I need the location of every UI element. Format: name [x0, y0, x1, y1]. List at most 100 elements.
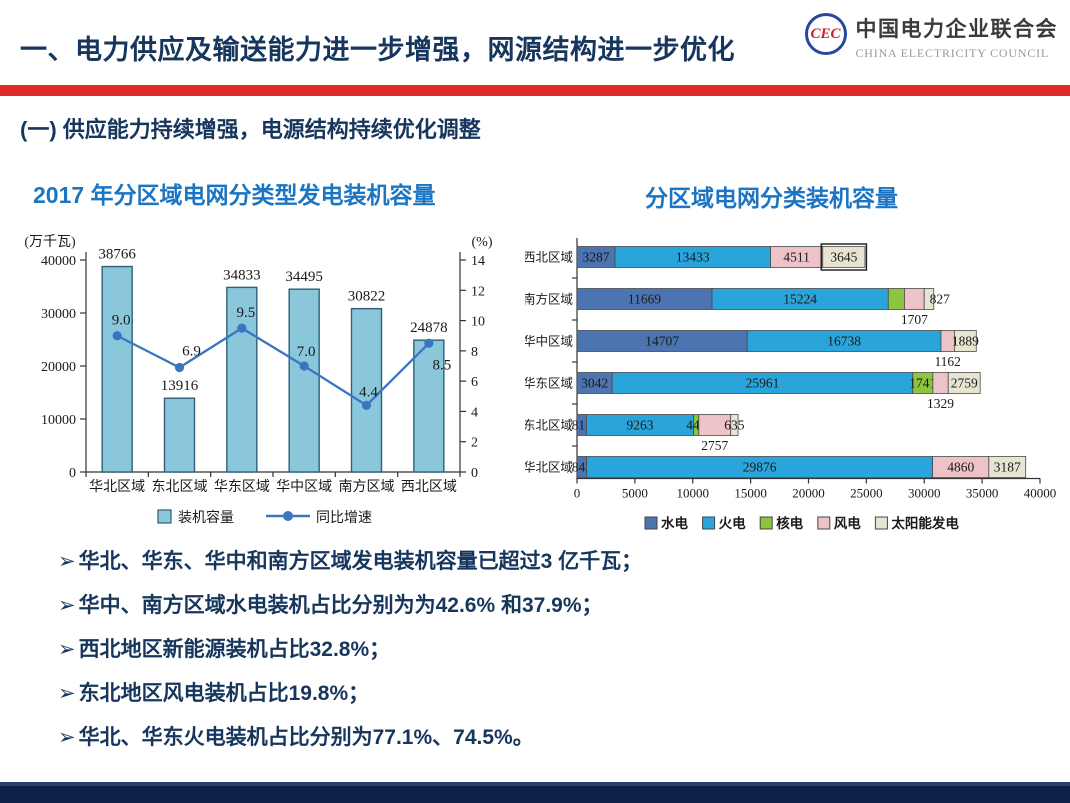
svg-text:水电: 水电 — [661, 515, 689, 531]
svg-text:东北区域: 东北区域 — [152, 479, 208, 495]
svg-text:14: 14 — [471, 254, 485, 269]
bullet-text: 华北、华东火电装机占比分别为77.1%、74.5%。 — [78, 726, 534, 749]
svg-text:1329: 1329 — [927, 396, 954, 411]
svg-text:34495: 34495 — [285, 269, 323, 285]
svg-text:29876: 29876 — [743, 460, 777, 475]
footer-bar — [0, 782, 1070, 803]
logo-name-cn: 中国电力企业联合会 — [855, 18, 1058, 41]
svg-text:0: 0 — [69, 466, 76, 481]
svg-text:9263: 9263 — [627, 418, 654, 433]
bullet-arrow-icon: ➢ — [58, 638, 76, 661]
bullet-text: 华北、华东、华中和南方区域发电装机容量已超过3 亿千瓦； — [78, 550, 643, 573]
svg-text:3187: 3187 — [994, 460, 1021, 475]
svg-text:13433: 13433 — [676, 250, 710, 265]
svg-text:华中区域: 华中区域 — [525, 334, 573, 349]
bullet-item: ➢ 西北地区新能源装机占比32.8%； — [58, 636, 1038, 664]
svg-text:9.0: 9.0 — [112, 313, 131, 329]
bullet-text: 华中、南方区域水电装机占比分别为为42.6% 和37.9%； — [78, 594, 603, 617]
capacity-bar-line-chart: 0 10000 20000 30000 40000 0 2 4 6 8 10 12 14 (万千瓦) (%)… — [8, 232, 523, 537]
svg-text:7.0: 7.0 — [297, 344, 316, 360]
svg-text:25000: 25000 — [850, 486, 883, 501]
svg-text:装机容量: 装机容量 — [178, 509, 234, 526]
svg-text:14707: 14707 — [645, 334, 679, 349]
svg-text:30822: 30822 — [348, 289, 386, 305]
svg-text:2757: 2757 — [701, 438, 728, 453]
svg-text:15224: 15224 — [783, 292, 817, 307]
svg-text:同比增速: 同比增速 — [316, 510, 372, 526]
bullet-list: ➢ 华北、华东、华中和南方区域发电装机容量已超过3 亿千瓦； ➢ 华中、南方区域水电… — [58, 548, 1038, 768]
bullet-text: 西北地区新能源装机占比32.8%； — [78, 638, 391, 661]
svg-text:0: 0 — [471, 466, 478, 481]
svg-text:2: 2 — [471, 436, 478, 451]
bullet-arrow-icon: ➢ — [58, 550, 76, 573]
svg-text:西北区域: 西北区域 — [401, 479, 457, 495]
bullet-item: ➢ 华中、南方区域水电装机占比分别为为42.6% 和37.9%； — [58, 592, 1038, 620]
cec-logo: CEC 中国电力企业联合会 CHINA ELECTRICITY COUNCIL — [804, 13, 1059, 61]
svg-text:12: 12 — [471, 284, 485, 299]
svg-text:南方区域: 南方区域 — [339, 479, 395, 495]
svg-text:风电: 风电 — [834, 515, 861, 531]
left-chart-title: 2017 年分区域电网分类型发电装机容量 — [33, 182, 436, 208]
svg-text:华北区域: 华北区域 — [525, 460, 573, 475]
svg-text:(万千瓦): (万千瓦) — [24, 234, 76, 250]
svg-text:华北区域: 华北区域 — [89, 479, 145, 495]
svg-text:1741: 1741 — [909, 376, 936, 391]
capacity-stacked-bar-chart: 0 5000 10000 15000 20000 25000 30000 35000 40000… — [523, 230, 1065, 545]
svg-text:太阳能发电: 太阳能发电 — [891, 515, 959, 531]
bullet-item: ➢ 华北、华东火电装机占比分别为77.1%、74.5%。 — [58, 724, 1038, 752]
svg-text:30000: 30000 — [908, 486, 941, 501]
bullet-arrow-icon: ➢ — [58, 594, 76, 617]
svg-text:10: 10 — [471, 315, 485, 330]
bullet-arrow-icon: ➢ — [58, 726, 76, 749]
svg-text:6.9: 6.9 — [182, 344, 201, 360]
bullet-item: ➢ 华北、华东、华中和南方区域发电装机容量已超过3 亿千瓦； — [58, 548, 1038, 576]
svg-text:11669: 11669 — [628, 292, 661, 307]
svg-text:13916: 13916 — [161, 378, 199, 394]
bullet-item: ➢ 东北地区风电装机占比19.8%； — [58, 680, 1038, 708]
svg-text:1162: 1162 — [934, 354, 961, 369]
svg-text:635: 635 — [724, 418, 745, 433]
svg-text:1707: 1707 — [901, 312, 928, 327]
svg-text:5000: 5000 — [622, 486, 648, 501]
svg-text:3645: 3645 — [830, 250, 857, 265]
svg-text:核电: 核电 — [776, 515, 803, 531]
svg-text:(%): (%) — [472, 235, 493, 250]
svg-text:8.5: 8.5 — [432, 357, 451, 373]
svg-text:30000: 30000 — [41, 307, 76, 322]
right-chart-title: 分区域电网分类装机容量 — [645, 185, 898, 211]
bullet-arrow-icon: ➢ — [58, 682, 76, 705]
svg-text:1889: 1889 — [952, 334, 979, 349]
svg-text:34833: 34833 — [223, 267, 261, 283]
svg-text:25961: 25961 — [746, 376, 780, 391]
svg-text:6: 6 — [471, 375, 478, 390]
svg-text:4860: 4860 — [947, 460, 974, 475]
svg-text:4511: 4511 — [783, 250, 810, 265]
svg-text:38766: 38766 — [98, 247, 136, 263]
svg-text:南方区域: 南方区域 — [525, 292, 573, 307]
svg-text:16738: 16738 — [827, 334, 861, 349]
svg-text:华中区域: 华中区域 — [276, 479, 332, 495]
svg-text:4: 4 — [471, 405, 478, 420]
logo-text: 中国电力企业联合会 CHINA ELECTRICITY COUNCIL — [856, 13, 1059, 61]
svg-text:3042: 3042 — [581, 376, 608, 391]
svg-text:10000: 10000 — [677, 486, 710, 501]
svg-text:0: 0 — [574, 486, 581, 501]
svg-text:火电: 火电 — [719, 515, 747, 531]
svg-text:东北区域: 东北区域 — [525, 419, 573, 433]
svg-text:35000: 35000 — [966, 486, 999, 501]
svg-text:15000: 15000 — [734, 486, 767, 501]
svg-text:10000: 10000 — [41, 413, 76, 428]
svg-text:西北区域: 西北区域 — [525, 251, 573, 265]
logo-name-en: CHINA ELECTRICITY COUNCIL — [855, 46, 1050, 60]
svg-text:24878: 24878 — [410, 320, 448, 336]
svg-text:40000: 40000 — [41, 254, 76, 269]
svg-text:3287: 3287 — [583, 250, 610, 265]
svg-text:8: 8 — [471, 345, 478, 360]
red-divider — [0, 85, 1070, 96]
cec-emblem-icon: CEC — [804, 13, 847, 55]
svg-text:20000: 20000 — [792, 486, 825, 501]
section-title: (一) 供应能力持续增强，电源结构持续优化调整 — [20, 117, 481, 142]
svg-text:827: 827 — [930, 292, 951, 307]
svg-text:20000: 20000 — [41, 360, 76, 375]
svg-text:9.5: 9.5 — [236, 305, 255, 321]
